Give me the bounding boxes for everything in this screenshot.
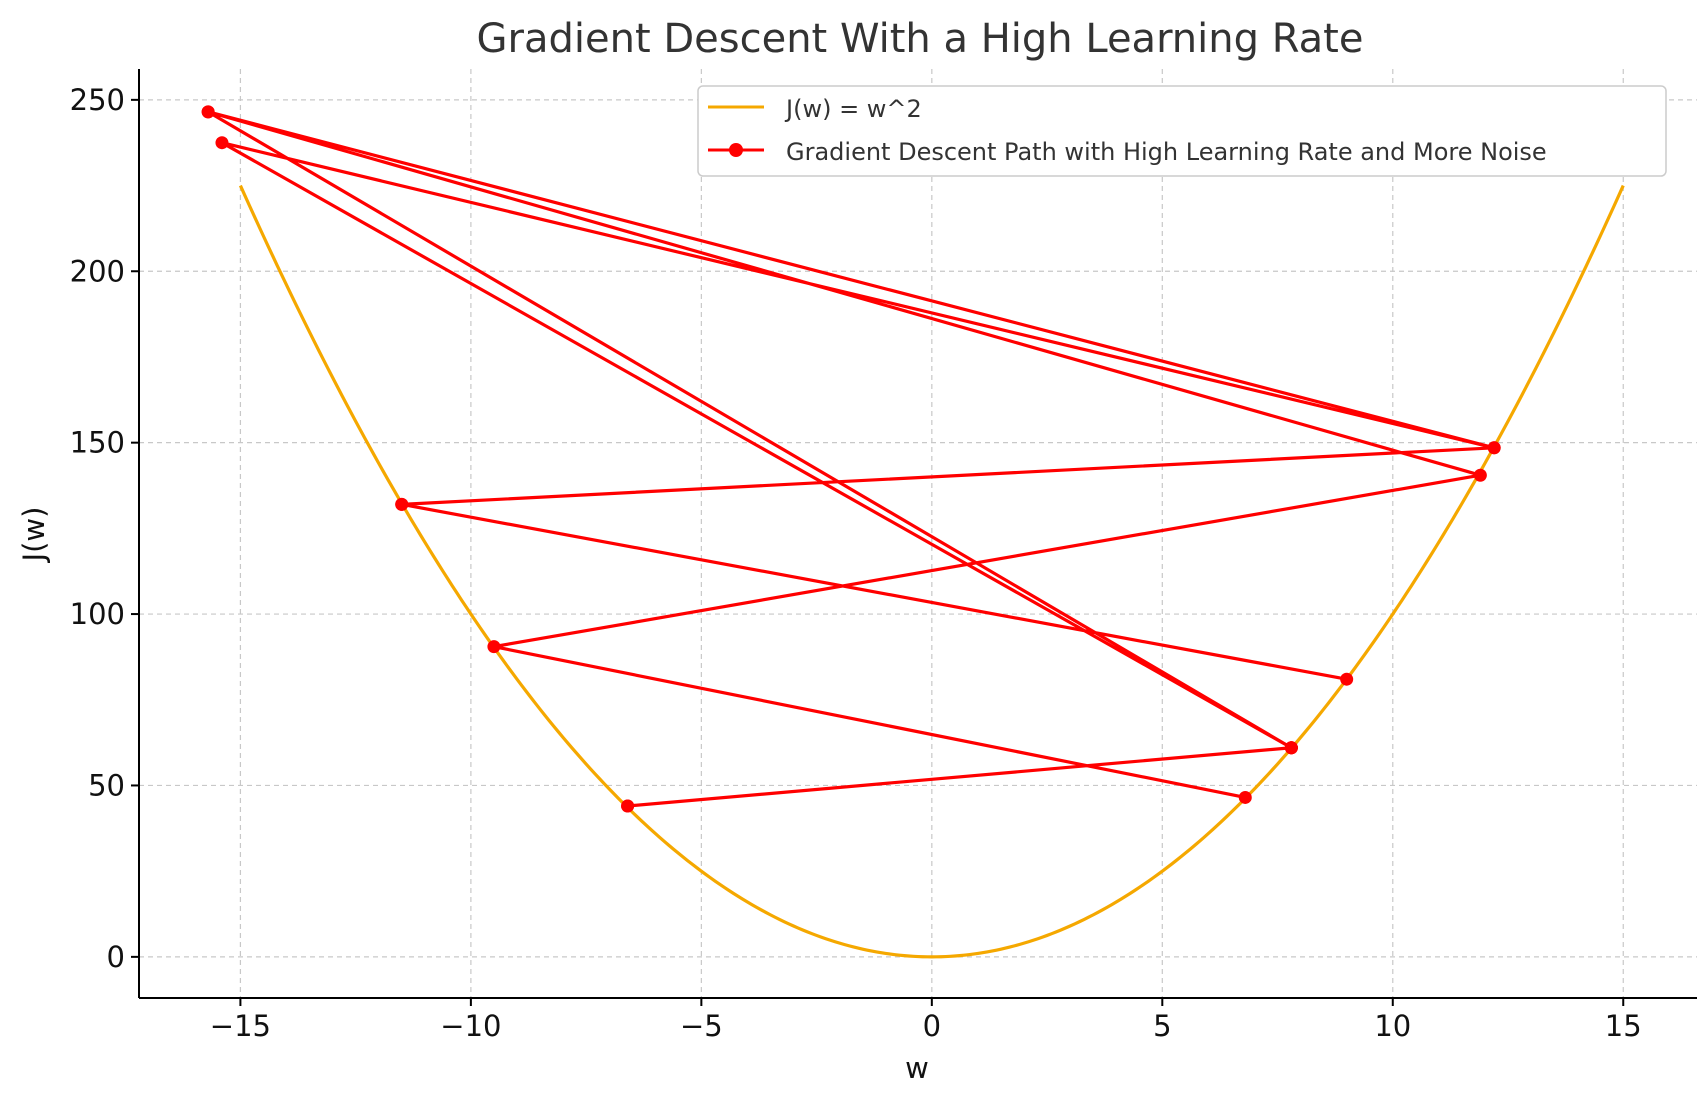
descent-path-point <box>621 799 635 813</box>
descent-path-point <box>201 105 215 119</box>
axes <box>138 69 1697 999</box>
descent-path-point <box>215 136 229 150</box>
x-tick-label: −15 <box>210 1009 271 1043</box>
x-tick-label: 5 <box>1153 1009 1171 1043</box>
descent-path-layer <box>201 105 1501 813</box>
descent-path-point <box>1473 468 1487 482</box>
descent-path-point <box>1487 441 1501 455</box>
legend-path-marker <box>729 143 743 157</box>
x-axis-label: w <box>905 1051 929 1085</box>
y-axis-label: J(w) <box>17 507 51 564</box>
y-tick-label: 100 <box>70 597 125 631</box>
legend-box <box>697 85 1667 177</box>
x-tick-label: 0 <box>923 1009 941 1043</box>
y-ticks: 0 50 100 150 200 250 <box>70 83 139 974</box>
y-tick-label: 50 <box>88 768 125 802</box>
x-tick-label: 15 <box>1605 1009 1642 1043</box>
descent-path-point <box>1340 672 1354 686</box>
curve-layer <box>238 184 1625 959</box>
y-tick-label: 200 <box>70 254 125 288</box>
chart-title: Gradient Descent With a High Learning Ra… <box>477 16 1364 62</box>
cost-curve <box>238 184 1625 959</box>
descent-path-point <box>395 497 409 511</box>
legend-path-label: Gradient Descent Path with High Learning… <box>786 138 1547 166</box>
descent-path-point <box>487 640 501 654</box>
x-tick-label: −5 <box>680 1009 723 1043</box>
x-tick-label: 10 <box>1374 1009 1411 1043</box>
y-tick-label: 250 <box>70 83 125 117</box>
descent-path-point <box>1238 790 1252 804</box>
descent-path-line <box>206 110 1496 808</box>
x-tick-label: −10 <box>440 1009 501 1043</box>
y-tick-label: 150 <box>70 426 125 460</box>
legend-curve-label: J(w) = w^2 <box>784 95 922 123</box>
legend: J(w) = w^2 Gradient Descent Path with Hi… <box>697 85 1667 177</box>
x-ticks: −15 −10 −5 0 5 10 15 <box>210 998 1642 1043</box>
descent-path-point <box>1284 741 1298 755</box>
y-tick-label: 0 <box>107 940 125 974</box>
